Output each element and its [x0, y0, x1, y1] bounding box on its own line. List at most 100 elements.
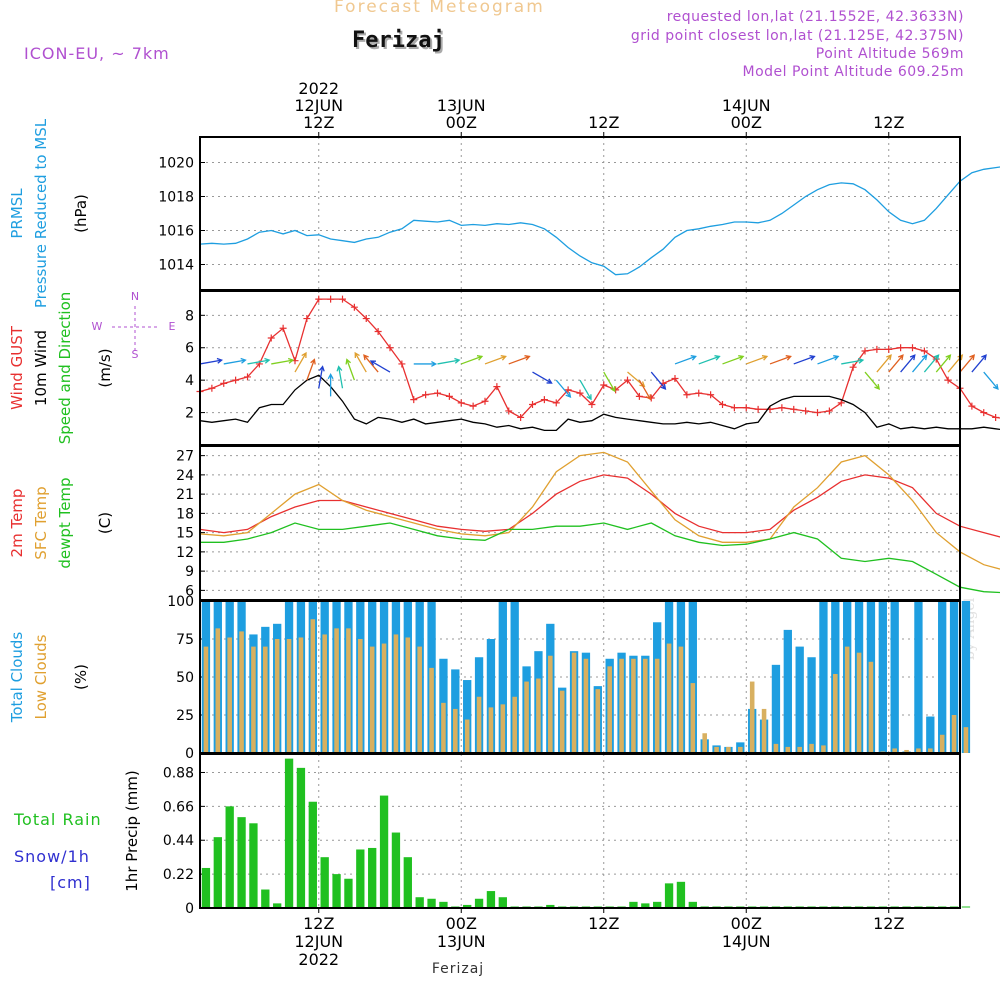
precip-bar	[463, 904, 472, 908]
clouds-bar	[310, 619, 316, 753]
wind-arrow	[437, 357, 461, 365]
gust-marker	[410, 396, 418, 404]
clouds-bar	[795, 646, 804, 753]
precip-bar	[486, 891, 496, 908]
clouds-bar	[571, 652, 577, 753]
precip-bar	[308, 801, 317, 908]
wind-arrow	[271, 357, 295, 365]
clouds-bar	[358, 639, 363, 753]
wind-arrow	[793, 355, 816, 365]
precip-bar	[688, 901, 697, 908]
wind-series-10m-wind	[199, 374, 1000, 432]
clouds-bar	[463, 680, 472, 753]
precip-frame	[199, 753, 961, 909]
gust-marker	[517, 413, 525, 421]
wind-arrow	[484, 355, 507, 365]
pressure-unit-label: (hPa)	[72, 194, 90, 233]
clouds-panel: 0 25 50 75 100 Total Clouds Low Clouds (%)	[8, 594, 971, 762]
clouds-axis-label: Total Clouds	[8, 632, 26, 724]
clouds-bar	[926, 716, 935, 753]
gust-marker	[944, 376, 952, 384]
clouds-bar	[251, 646, 256, 753]
clouds-bar	[346, 628, 351, 753]
gust-marker	[873, 345, 881, 353]
temperature-frame	[199, 445, 961, 601]
wind-ytick-label: 4	[185, 373, 194, 389]
clouds-bar	[486, 639, 496, 753]
clouds-bar	[821, 745, 826, 753]
precip-bar	[249, 823, 258, 908]
clouds-bar	[904, 749, 909, 753]
gust-marker	[837, 399, 845, 407]
top-tick-label: 13JUN	[437, 96, 486, 115]
clouds-bar	[690, 683, 696, 753]
gust-marker	[861, 347, 869, 355]
clouds-bar	[524, 681, 529, 753]
clouds-bar	[405, 637, 411, 753]
wind-arrow	[508, 355, 531, 365]
temperature-ytick-label: 24	[176, 468, 194, 484]
clouds-bar	[773, 743, 779, 753]
requested-coords: requested lon,lat (21.1552E, 42.3633N)	[666, 9, 964, 25]
precip-bar	[498, 897, 507, 908]
clouds-bar	[938, 601, 947, 753]
bottom-tick-label: 13JUN	[437, 932, 486, 951]
bottom-tick-label: 14JUN	[722, 932, 771, 951]
gust-marker	[457, 399, 465, 407]
clouds-bar	[215, 628, 221, 753]
gust-marker	[635, 392, 643, 400]
precip-ytick-label: 0.66	[163, 799, 194, 815]
precip-bar	[415, 897, 424, 908]
precip-ytick-label: 0	[185, 901, 194, 917]
clouds-bar	[274, 639, 280, 753]
clouds-bar	[619, 658, 624, 753]
precip-bar	[427, 898, 436, 908]
gust-marker	[374, 328, 382, 336]
precip-bar	[676, 881, 686, 908]
wind-arrow	[354, 351, 367, 373]
wind-axis-label: Speed and Direction	[56, 292, 74, 445]
clouds-bar	[666, 643, 672, 753]
clouds-bar	[239, 631, 244, 753]
pressure-axis-label: PRMSL	[8, 188, 26, 239]
precip-bar	[356, 849, 365, 908]
clouds-bar	[714, 746, 719, 753]
wind-arrow	[369, 360, 391, 373]
clouds-bar	[949, 601, 959, 753]
clouds-bar	[500, 704, 506, 753]
clouds-bar	[868, 661, 874, 753]
precip-ytick-label: 0.44	[163, 833, 194, 849]
wind-ytick-label: 8	[185, 308, 194, 324]
gust-marker	[386, 344, 394, 352]
gust-marker	[695, 389, 703, 397]
clouds-bar	[453, 708, 458, 753]
clouds-bar	[856, 652, 862, 753]
clouds-bar	[961, 601, 971, 753]
clouds-bar	[631, 658, 636, 753]
clouds-bar	[286, 639, 292, 753]
clouds-bar	[771, 664, 781, 753]
clouds-bar	[227, 637, 232, 753]
bottom-tick-label: 12JUN	[294, 932, 343, 951]
compass-e: E	[169, 320, 176, 333]
gust-marker	[588, 400, 596, 408]
wind-arrow	[876, 354, 892, 373]
precip-ytick-label: 0.22	[163, 867, 194, 883]
temperature-ytick-label: 9	[185, 564, 194, 580]
clouds-bar	[510, 601, 519, 753]
temperature-panel: 6 9 12 15 18 21 24 27 2m Temp SFC Temp dewpt Temp (…	[8, 445, 1000, 601]
model-altitude: Model Point Altitude 609.25m	[742, 64, 964, 80]
pressure-ytick-label: 1020	[158, 156, 194, 172]
compass-cross	[112, 306, 160, 352]
gust-marker	[885, 345, 893, 353]
clouds-bar	[393, 634, 399, 753]
clouds-bar	[334, 628, 339, 753]
clouds-bar	[726, 746, 731, 753]
gust-marker	[968, 402, 976, 410]
temperature-ytick-label: 21	[176, 487, 194, 503]
wind-arrow	[900, 354, 916, 373]
gust-marker	[849, 363, 857, 371]
wind-arrow	[336, 365, 344, 389]
top-tick-label: 2022	[298, 79, 339, 98]
wind-arrow	[674, 355, 697, 365]
